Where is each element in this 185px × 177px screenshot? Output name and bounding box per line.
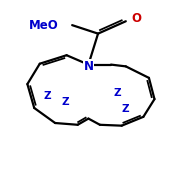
Text: Z: Z xyxy=(122,104,130,114)
Text: Z: Z xyxy=(114,88,121,98)
Text: O: O xyxy=(131,12,141,25)
Text: N: N xyxy=(83,60,93,73)
Text: MeO: MeO xyxy=(29,19,58,32)
Text: Z: Z xyxy=(43,92,51,101)
Text: Z: Z xyxy=(62,97,70,107)
